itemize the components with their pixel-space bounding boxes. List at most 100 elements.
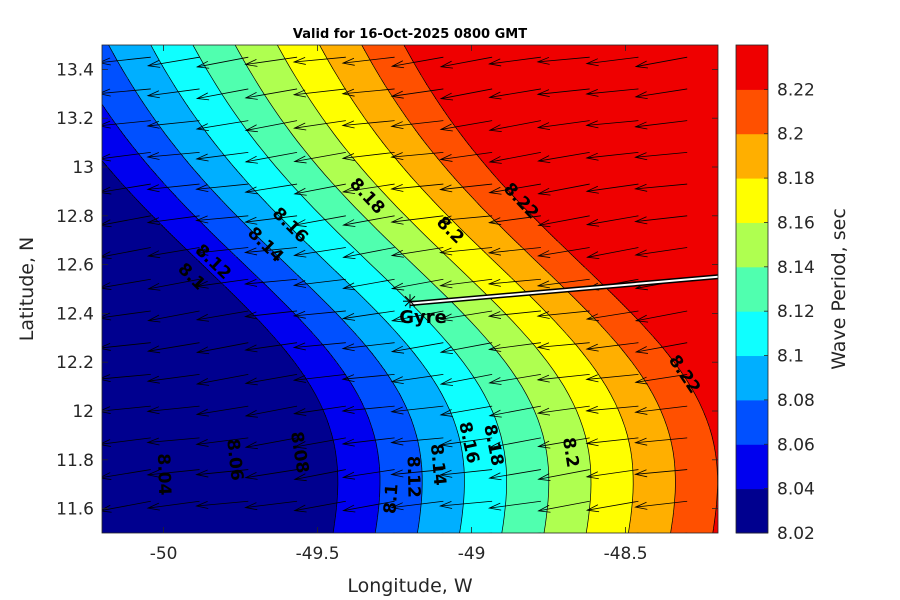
- field-band-8.1: [155, 51, 198, 54]
- field-band-8.04: [237, 297, 280, 300]
- field-band-8.16: [480, 287, 523, 290]
- field-band-8.2: [384, 83, 427, 86]
- field-band-8.12: [503, 525, 546, 528]
- field-band-8.08: [364, 343, 407, 346]
- field-band-8.22: [694, 391, 718, 394]
- field-band-8.12: [279, 169, 322, 172]
- field-band-8.06: [357, 393, 401, 396]
- field-band-8.16: [289, 65, 332, 68]
- field-band-8.06: [223, 243, 266, 246]
- field-band-8.16: [563, 383, 606, 386]
- field-band-8.22: [676, 363, 718, 366]
- field-band-8.08: [418, 527, 461, 530]
- field-band-8.08: [124, 71, 167, 74]
- field-band-8.16: [301, 85, 344, 88]
- field-band-8.08: [343, 319, 386, 322]
- field-band-8.04: [231, 291, 274, 294]
- field-band-8.04: [337, 495, 381, 498]
- field-band-8.06: [373, 429, 416, 432]
- wave-vector: [292, 342, 346, 351]
- field-band-8.22: [426, 83, 718, 86]
- field-band-8.12: [293, 185, 336, 188]
- field-band-8.18: [355, 103, 398, 106]
- field-band-8.14: [505, 361, 548, 364]
- field-band-8.12: [489, 403, 532, 406]
- field-band-8.12: [506, 503, 549, 506]
- field-band-8.2: [673, 513, 716, 516]
- field-band-8.14: [413, 263, 456, 266]
- field-band-8.18: [575, 343, 618, 346]
- field-band-8.16: [508, 315, 551, 318]
- field-band-8.1: [387, 321, 430, 324]
- field-band-8.14: [548, 499, 591, 502]
- field-band-8.16: [584, 431, 627, 434]
- field-band-8.2: [439, 159, 482, 162]
- field-band-8.08: [115, 55, 158, 58]
- field-band-8.04: [105, 163, 148, 166]
- field-band-8.1: [441, 391, 484, 394]
- field-band-8.02: [102, 383, 310, 386]
- field-band-8.04: [258, 319, 302, 322]
- field-band-8.02: [102, 505, 338, 508]
- field-band-8.02: [102, 203, 142, 206]
- field-band-8.14: [469, 319, 512, 322]
- wave-vector: [537, 469, 590, 482]
- field-band-8.22: [471, 147, 718, 150]
- field-band-8.14: [298, 141, 341, 144]
- field-band-8.18: [425, 191, 468, 194]
- field-band-8.22: [583, 265, 718, 268]
- field-band-8.18: [394, 155, 437, 158]
- field-band-8.08: [303, 279, 346, 282]
- field-band-8.18: [632, 457, 675, 460]
- field-band-8.06: [378, 451, 421, 454]
- field-band-8.06: [310, 329, 353, 332]
- field-band-8.22: [713, 529, 718, 532]
- field-band-8.16: [308, 95, 351, 98]
- field-band-8.18: [631, 513, 674, 516]
- field-band-8.18: [474, 241, 517, 244]
- field-band-8.22: [661, 345, 718, 348]
- field-band-8.18: [478, 245, 521, 248]
- wave-vector: [390, 151, 444, 160]
- field-band-8.2: [473, 197, 516, 200]
- field-band-8.14: [238, 49, 281, 52]
- field-band-8.16: [381, 189, 424, 192]
- field-band-8.14: [543, 435, 586, 438]
- field-band-8.14: [314, 161, 357, 164]
- field-band-8.1: [464, 495, 507, 498]
- field-band-8.08: [122, 67, 165, 70]
- field-band-8.06: [376, 525, 420, 528]
- field-band-8.1: [464, 467, 507, 470]
- field-band-8.1: [415, 353, 458, 356]
- field-band-8.12: [352, 245, 395, 248]
- field-band-8.12: [506, 469, 549, 472]
- field-band-8.2: [654, 395, 697, 398]
- field-band-8.02: [102, 299, 240, 302]
- field-band-8.2: [665, 419, 708, 422]
- field-band-8.06: [145, 161, 189, 164]
- field-band-8.02: [102, 187, 127, 190]
- field-band-8.1: [463, 455, 506, 458]
- field-band-8.06: [342, 369, 386, 372]
- field-band-8.12: [223, 95, 266, 98]
- field-band-8.08: [321, 297, 364, 300]
- field-band-8.22: [684, 375, 718, 378]
- field-band-8.22: [521, 203, 718, 206]
- colorbar-band: [736, 488, 768, 534]
- field-band-8.12: [498, 425, 541, 428]
- field-band-8.22: [658, 341, 718, 344]
- field-band-8.22: [592, 273, 718, 276]
- field-band-8.12: [393, 285, 436, 288]
- field-band-8.16: [383, 191, 426, 194]
- field-band-8.08: [420, 517, 463, 520]
- field-band-8.12: [429, 321, 472, 324]
- field-band-8.06: [242, 261, 285, 264]
- field-band-8.02: [102, 265, 205, 268]
- field-band-8.22: [575, 257, 718, 260]
- field-band-8.08: [417, 435, 460, 438]
- field-band-8.18: [358, 107, 401, 110]
- field-band-8.12: [506, 473, 550, 476]
- field-band-8.14: [479, 329, 522, 332]
- field-band-8.12: [397, 289, 441, 292]
- field-band-8.06: [120, 129, 163, 132]
